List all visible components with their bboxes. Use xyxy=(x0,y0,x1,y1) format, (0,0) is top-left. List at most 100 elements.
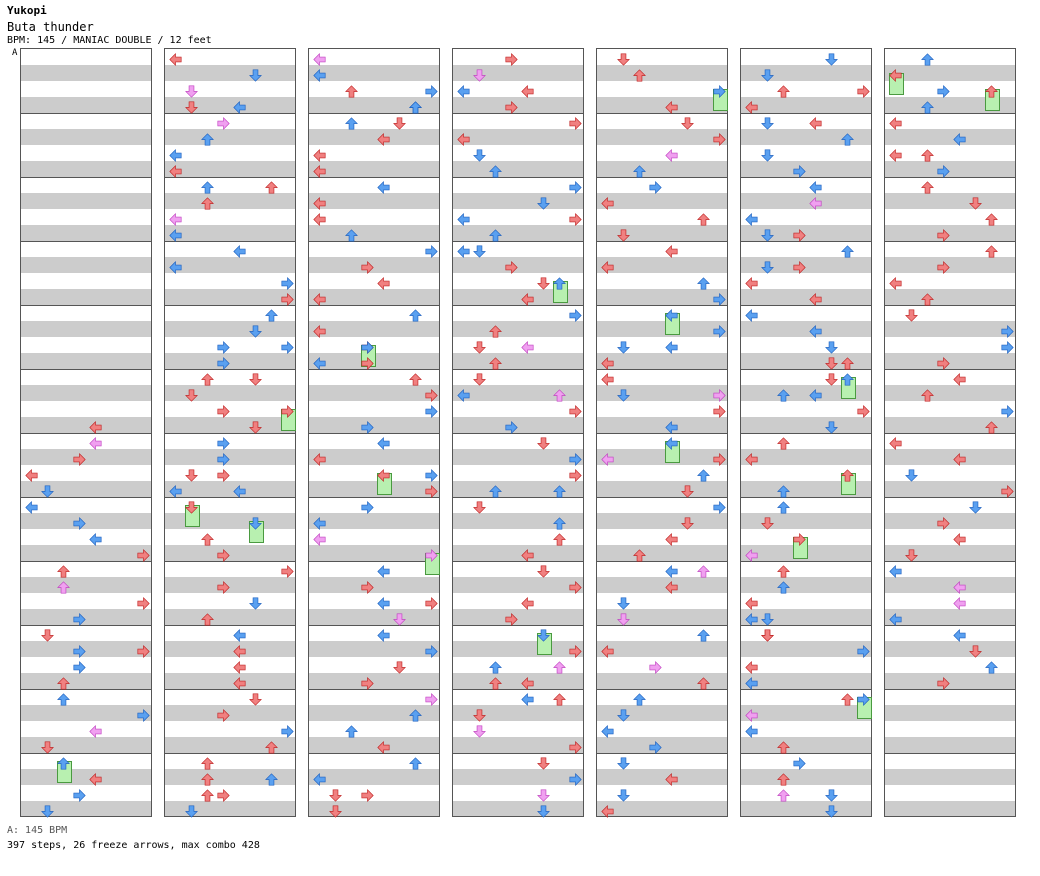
right-arrow-icon xyxy=(425,243,438,258)
up-arrow-icon xyxy=(841,131,854,146)
right-arrow-icon xyxy=(713,403,726,418)
measure-line xyxy=(885,561,1015,562)
measure-line xyxy=(21,753,151,754)
left-arrow-icon xyxy=(745,675,758,690)
up-arrow-icon xyxy=(697,675,710,690)
down-arrow-icon xyxy=(617,755,630,770)
up-arrow-icon xyxy=(201,755,214,770)
right-arrow-icon xyxy=(361,419,374,434)
right-arrow-icon xyxy=(793,531,806,546)
right-arrow-icon xyxy=(505,259,518,274)
measure-line xyxy=(741,561,871,562)
up-arrow-icon xyxy=(553,387,566,402)
right-arrow-icon xyxy=(281,339,294,354)
up-arrow-icon xyxy=(345,115,358,130)
right-arrow-icon xyxy=(217,707,230,722)
left-arrow-icon xyxy=(313,515,326,530)
right-arrow-icon xyxy=(361,675,374,690)
left-arrow-icon xyxy=(89,435,102,450)
measure-line xyxy=(885,305,1015,306)
right-arrow-icon xyxy=(793,259,806,274)
down-arrow-icon xyxy=(473,147,486,162)
left-arrow-icon xyxy=(745,595,758,610)
left-arrow-icon xyxy=(457,211,470,226)
down-arrow-icon xyxy=(761,259,774,274)
down-arrow-icon xyxy=(41,739,54,754)
down-arrow-icon xyxy=(473,339,486,354)
down-arrow-icon xyxy=(681,115,694,130)
left-arrow-icon xyxy=(809,387,822,402)
left-arrow-icon xyxy=(745,659,758,674)
measure-line xyxy=(165,305,295,306)
up-arrow-icon xyxy=(265,179,278,194)
right-arrow-icon xyxy=(137,547,150,562)
right-arrow-icon xyxy=(217,547,230,562)
down-arrow-icon xyxy=(825,787,838,802)
left-arrow-icon xyxy=(89,531,102,546)
right-arrow-icon xyxy=(569,115,582,130)
right-arrow-icon xyxy=(713,323,726,338)
down-arrow-icon xyxy=(473,243,486,258)
left-arrow-icon xyxy=(665,531,678,546)
up-arrow-icon xyxy=(777,83,790,98)
chart-column xyxy=(740,48,872,818)
measure-line xyxy=(21,497,151,498)
left-arrow-icon xyxy=(889,275,902,290)
left-arrow-icon xyxy=(665,419,678,434)
down-arrow-icon xyxy=(905,307,918,322)
left-arrow-icon xyxy=(233,659,246,674)
measure-line xyxy=(165,561,295,562)
measure-line xyxy=(741,497,871,498)
left-arrow-icon xyxy=(377,595,390,610)
left-arrow-icon xyxy=(457,243,470,258)
left-arrow-icon xyxy=(233,675,246,690)
left-arrow-icon xyxy=(377,179,390,194)
left-arrow-icon xyxy=(809,323,822,338)
measure-line xyxy=(885,689,1015,690)
right-arrow-icon xyxy=(649,179,662,194)
left-arrow-icon xyxy=(745,547,758,562)
left-arrow-icon xyxy=(313,355,326,370)
measure-line xyxy=(165,241,295,242)
left-arrow-icon xyxy=(665,147,678,162)
right-arrow-icon xyxy=(425,643,438,658)
right-arrow-icon xyxy=(1001,339,1014,354)
left-arrow-icon xyxy=(601,643,614,658)
left-arrow-icon xyxy=(601,451,614,466)
left-arrow-icon xyxy=(665,307,678,322)
left-arrow-icon xyxy=(889,115,902,130)
down-arrow-icon xyxy=(681,483,694,498)
right-arrow-icon xyxy=(425,83,438,98)
measure-line xyxy=(453,497,583,498)
up-arrow-icon xyxy=(985,83,998,98)
right-arrow-icon xyxy=(649,659,662,674)
right-arrow-icon xyxy=(569,739,582,754)
up-arrow-icon xyxy=(201,531,214,546)
down-arrow-icon xyxy=(969,499,982,514)
down-arrow-icon xyxy=(185,99,198,114)
right-arrow-icon xyxy=(793,227,806,242)
right-arrow-icon xyxy=(137,595,150,610)
up-arrow-icon xyxy=(777,787,790,802)
right-arrow-icon xyxy=(569,179,582,194)
left-arrow-icon xyxy=(953,131,966,146)
left-arrow-icon xyxy=(169,163,182,178)
measure-line xyxy=(21,241,151,242)
down-arrow-icon xyxy=(393,115,406,130)
left-arrow-icon xyxy=(809,179,822,194)
measure-line xyxy=(741,625,871,626)
measure-line xyxy=(597,497,727,498)
measure-line xyxy=(21,625,151,626)
left-arrow-icon xyxy=(521,83,534,98)
up-arrow-icon xyxy=(777,499,790,514)
down-arrow-icon xyxy=(537,435,550,450)
up-arrow-icon xyxy=(777,483,790,498)
down-arrow-icon xyxy=(393,659,406,674)
left-arrow-icon xyxy=(169,51,182,66)
down-arrow-icon xyxy=(617,787,630,802)
up-arrow-icon xyxy=(633,547,646,562)
measure-line xyxy=(165,369,295,370)
down-arrow-icon xyxy=(761,147,774,162)
up-arrow-icon xyxy=(409,307,422,322)
down-arrow-icon xyxy=(41,803,54,818)
